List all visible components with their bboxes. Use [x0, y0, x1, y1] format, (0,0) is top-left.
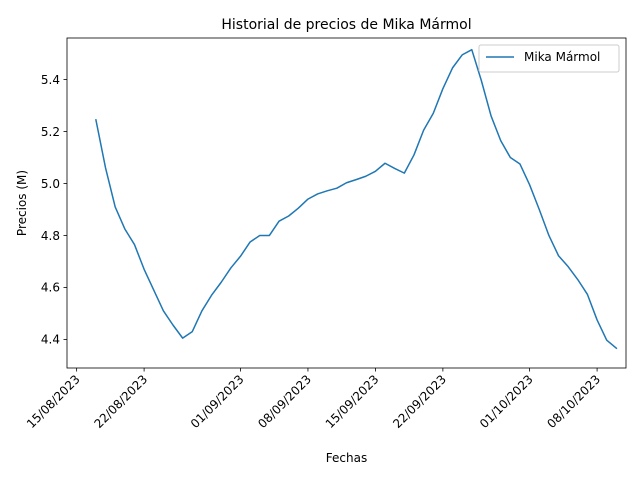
plot-frame: [66, 37, 627, 369]
plot-background: [67, 38, 626, 368]
x-axis-label: Fechas: [326, 451, 367, 465]
chart-title: Historial de precios de Mika Mármol: [221, 17, 471, 33]
y-tick-label: 4.4: [41, 333, 60, 347]
y-axis-label: Precios (M): [15, 170, 29, 236]
y-axis: 4.4 4.6 4.8 5.0 5.2 5.4: [41, 73, 67, 347]
y-tick-label: 5.2: [41, 125, 60, 139]
series-line-mika-marmol: [95, 48, 618, 350]
y-tick-label: 4.8: [41, 229, 60, 243]
legend-box: [478, 44, 620, 73]
y-tick-label: 4.6: [41, 281, 60, 295]
legend: Mika Mármol: [478, 44, 620, 73]
y-tick-label: 5.4: [41, 73, 60, 87]
legend-label: Mika Mármol: [524, 50, 600, 64]
y-tick-label: 5.0: [41, 177, 60, 191]
